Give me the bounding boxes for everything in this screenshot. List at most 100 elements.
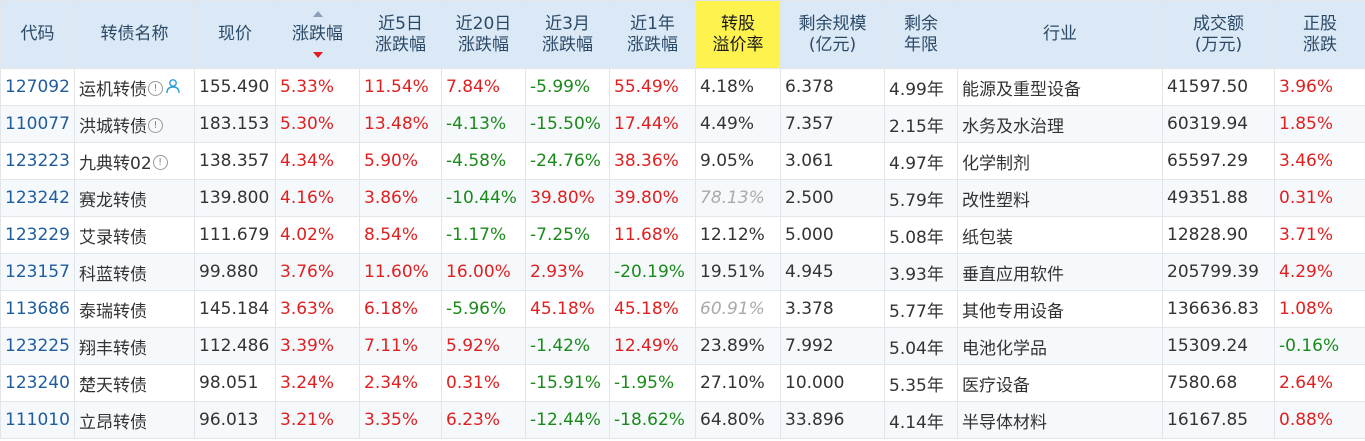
bond-code-link[interactable]: 123242 [0, 179, 75, 217]
column-header-name[interactable]: 转债名称 [74, 0, 195, 69]
bond-code-link[interactable]: 123157 [0, 253, 75, 291]
bond-name-cell[interactable]: 洪城转债! [74, 105, 195, 143]
change-20d-cell: 16.00% [441, 253, 526, 291]
table-row[interactable]: 110077 洪城转债! 183.153 5.30% 13.48% -4.13% -15.5… [0, 105, 1365, 143]
change-3m-cell: 2.93% [525, 253, 610, 291]
price-cell: 96.013 [194, 401, 276, 439]
bond-code-link[interactable]: 123240 [0, 364, 75, 402]
column-header-change[interactable]: 涨跌幅 [275, 0, 360, 69]
bond-name-cell[interactable]: 立昂转债 [74, 401, 195, 439]
column-header-label: 涨跌幅 [375, 34, 426, 55]
bond-code-link[interactable]: 123223 [0, 142, 75, 180]
column-header-remaining-scale[interactable]: 剩余规模 (亿元) [780, 0, 885, 69]
bond-name-cell[interactable]: 楚天转债 [74, 364, 195, 402]
bond-name[interactable]: 九典转02 [79, 153, 152, 174]
person-icon[interactable] [165, 78, 181, 94]
change-3m-cell: -24.76% [525, 142, 610, 180]
premium-cell: 4.49% [695, 105, 781, 143]
column-header-stock-change[interactable]: 正股 涨跌 [1274, 0, 1365, 69]
column-header-change-1y[interactable]: 近1年 涨跌幅 [609, 0, 696, 69]
bond-name-cell[interactable]: 艾录转债 [74, 216, 195, 254]
table-row[interactable]: 123242 赛龙转债 139.800 4.16% 3.86% -10.44% 39.80%… [0, 179, 1365, 217]
change-1y-cell: -18.62% [609, 401, 696, 439]
industry-cell: 水务及水治理 [957, 105, 1163, 143]
premium-cell: 64.80% [695, 401, 781, 439]
table-row[interactable]: 123229 艾录转债 111.679 4.02% 8.54% -1.17% -7.25% 1… [0, 216, 1365, 254]
bond-code-link[interactable]: 110077 [0, 105, 75, 143]
bond-code-link[interactable]: 113686 [0, 290, 75, 328]
change-cell: 5.33% [275, 68, 360, 106]
table-row[interactable]: 123157 科蓝转债 99.880 3.76% 11.60% 16.00% 2.93% -2… [0, 253, 1365, 291]
column-header-remaining-years[interactable]: 剩余 年限 [884, 0, 958, 69]
column-header-industry[interactable]: 行业 [957, 0, 1163, 69]
column-header-premium[interactable]: 转股 溢价率 [695, 0, 781, 69]
table-row[interactable]: 123240 楚天转债 98.051 3.24% 2.34% 0.31% -15.91% -1… [0, 364, 1365, 402]
column-header-label: 涨跌 [1303, 34, 1337, 55]
table-row[interactable]: 123225 翔丰转债 112.486 3.39% 7.11% 5.92% -1.42% 12… [0, 327, 1365, 365]
bond-code-link[interactable]: 123225 [0, 327, 75, 365]
remaining-scale-cell: 3.061 [780, 142, 885, 180]
change-1y-cell: -20.19% [609, 253, 696, 291]
column-header-label: 近3月 [545, 13, 590, 34]
bond-name-cell[interactable]: 科蓝转债 [74, 253, 195, 291]
change-20d-cell: 0.31% [441, 364, 526, 402]
change-3m-cell: -5.99% [525, 68, 610, 106]
bond-name[interactable]: 楚天转债 [79, 375, 147, 396]
bond-name[interactable]: 赛龙转债 [79, 190, 147, 211]
premium-cell: 9.05% [695, 142, 781, 180]
sort-asc-icon[interactable] [312, 11, 323, 17]
bond-name[interactable]: 运机转债 [79, 79, 147, 100]
column-header-label: 涨跌幅 [292, 24, 343, 44]
table-row[interactable]: 127092 运机转债! 155.490 5.33% 11.54% 7.84% -5.99%… [0, 68, 1365, 106]
industry-cell: 能源及重型设备 [957, 68, 1163, 106]
remaining-years-cell: 5.79年 [884, 179, 958, 217]
industry-cell: 改性塑料 [957, 179, 1163, 217]
column-header-label: 近5日 [378, 13, 423, 34]
bond-name[interactable]: 翔丰转债 [79, 338, 147, 359]
bond-name[interactable]: 泰瑞转债 [79, 301, 147, 322]
table-row[interactable]: 111010 立昂转债 96.013 3.21% 3.35% 6.23% -12.44% -1… [0, 401, 1365, 439]
column-header-code[interactable]: 代码 [0, 0, 75, 69]
turnover-cell: 205799.39 [1162, 253, 1275, 291]
premium-cell: 78.13% [695, 179, 781, 217]
bond-code-link[interactable]: 127092 [0, 68, 75, 106]
bond-name-cell[interactable]: 九典转02! [74, 142, 195, 180]
remaining-scale-cell: 6.378 [780, 68, 885, 106]
bond-name[interactable]: 科蓝转债 [79, 264, 147, 285]
column-header-change-3m[interactable]: 近3月 涨跌幅 [525, 0, 610, 69]
column-header-change-5d[interactable]: 近5日 涨跌幅 [359, 0, 442, 69]
change-1y-cell: 11.68% [609, 216, 696, 254]
bond-name[interactable]: 艾录转债 [79, 227, 147, 248]
sort-desc-icon[interactable] [312, 52, 323, 58]
industry-cell: 垂直应用软件 [957, 253, 1163, 291]
column-header-price[interactable]: 现价 [194, 0, 276, 69]
bond-name-cell[interactable]: 泰瑞转债 [74, 290, 195, 328]
price-cell: 145.184 [194, 290, 276, 328]
info-icon[interactable]: ! [148, 118, 163, 133]
remaining-scale-cell: 7.357 [780, 105, 885, 143]
bond-name-cell[interactable]: 运机转债! [74, 68, 195, 106]
bond-name-cell[interactable]: 赛龙转债 [74, 179, 195, 217]
column-header-label: 代码 [20, 24, 55, 44]
price-cell: 111.679 [194, 216, 276, 254]
change-3m-cell: -7.25% [525, 216, 610, 254]
column-header-change-20d[interactable]: 近20日 涨跌幅 [441, 0, 526, 69]
info-icon[interactable]: ! [152, 155, 168, 170]
bond-code-link[interactable]: 123229 [0, 216, 75, 254]
bond-name[interactable]: 洪城转债 [79, 116, 147, 137]
remaining-scale-cell: 7.992 [780, 327, 885, 365]
turnover-cell: 7580.68 [1162, 364, 1275, 402]
bond-code-link[interactable]: 111010 [0, 401, 75, 439]
info-icon[interactable]: ! [148, 81, 163, 96]
price-cell: 99.880 [194, 253, 276, 291]
bond-name-cell[interactable]: 翔丰转债 [74, 327, 195, 365]
price-cell: 139.800 [194, 179, 276, 217]
change-3m-cell: -1.42% [525, 327, 610, 365]
table-row[interactable]: 113686 泰瑞转债 145.184 3.63% 6.18% -5.96% 45.18% 4… [0, 290, 1365, 328]
column-header-turnover[interactable]: 成交额 (万元) [1162, 0, 1275, 69]
table-row[interactable]: 123223 九典转02! 138.357 4.34% 5.90% -4.58% -24.7… [0, 142, 1365, 180]
change-3m-cell: -15.50% [525, 105, 610, 143]
bond-name[interactable]: 立昂转债 [79, 412, 147, 433]
turnover-cell: 41597.50 [1162, 68, 1275, 106]
change-cell: 3.21% [275, 401, 360, 439]
